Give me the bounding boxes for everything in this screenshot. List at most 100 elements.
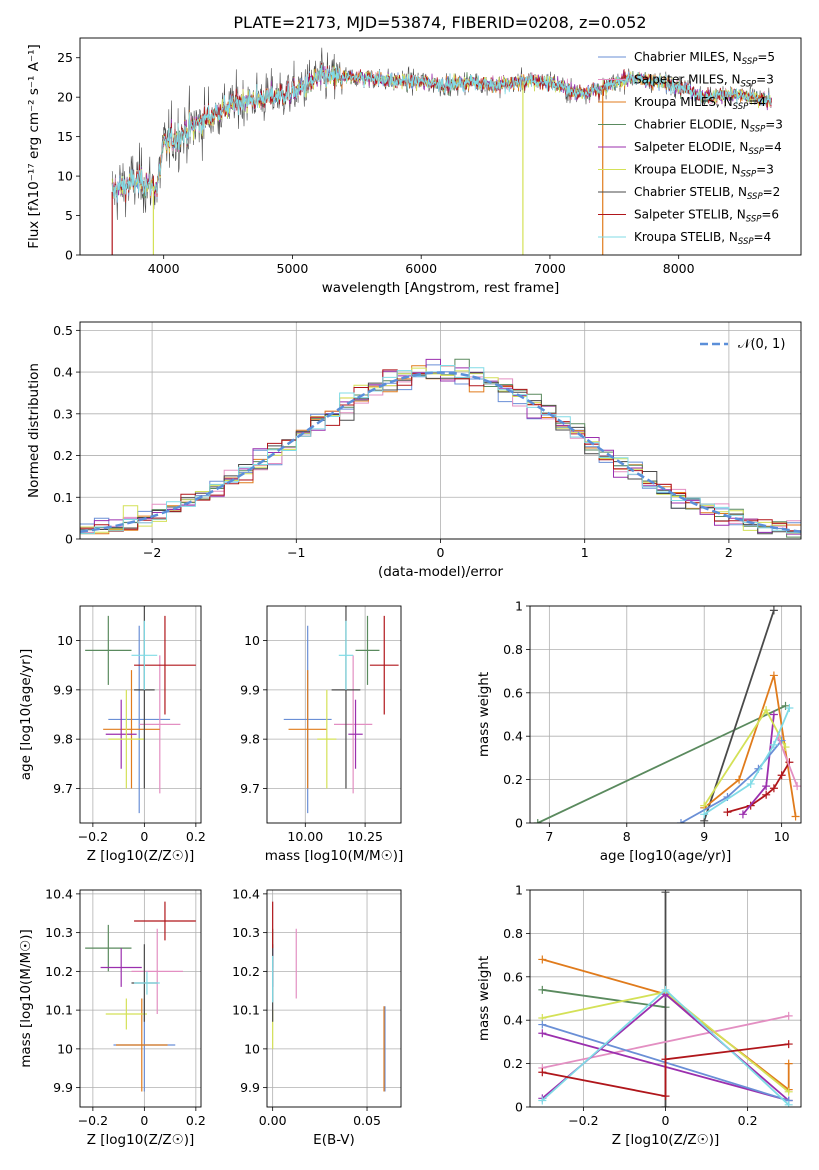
y-tick-label: 0.4	[503, 729, 523, 744]
mass-weight-line	[542, 1043, 789, 1098]
mass-weight-marker	[769, 710, 778, 719]
mass-weight-marker	[661, 1092, 670, 1101]
y-tick-label: 10.2	[232, 964, 260, 979]
axes-frame	[79, 605, 202, 824]
axes-mass_vs_ebv: 0.00 0.05 9.9 10 10.1 10.2 10.3 10.4 E(B-V)	[232, 886, 402, 1148]
mass-weight-marker	[777, 771, 786, 780]
x-tick-label: 4000	[148, 261, 180, 276]
mass-weight-marker	[791, 812, 800, 821]
mass-weight-marker	[738, 810, 747, 819]
mass-weight-marker	[793, 782, 801, 791]
y-tick-label: 10	[57, 1041, 73, 1056]
mass-weight-marker	[784, 1087, 793, 1096]
mass-weight-marker	[769, 784, 778, 793]
x-tick-label: −1	[287, 545, 305, 560]
plot-area-age_vs_mass	[283, 606, 399, 814]
figure-title: PLATE=2173, MJD=53874, FIBERID=0208, z=0…	[233, 13, 646, 32]
legend-label: Chabrier ELODIE, NSSP=3	[634, 118, 783, 135]
residual-histogram	[80, 372, 801, 535]
y-tick-label: 0	[515, 816, 523, 831]
residual-histogram	[80, 365, 801, 535]
mass-weight-marker	[538, 985, 547, 994]
y-tick-label: 0.2	[503, 772, 523, 787]
spectrum-legend: Chabrier MILES, NSSP=5 Salpeter MILES, NS…	[598, 50, 783, 247]
mass-weight-marker	[661, 1055, 670, 1064]
mass-weight-marker	[538, 955, 547, 964]
x-tick-label: 7000	[534, 261, 566, 276]
plot-area-mass_vs_z	[85, 901, 196, 1092]
legend-label: Kroupa STELIB, NSSP=4	[634, 230, 771, 247]
x-axis-label: Z [log10(Z/Z☉)]	[87, 848, 195, 864]
y-tick-label: 10.1	[232, 1003, 260, 1018]
plot-area-mass_vs_ebv	[272, 901, 386, 1092]
legend-label: Kroupa MILES, NSSP=4	[634, 95, 766, 112]
mass-weight-marker	[762, 706, 771, 715]
y-tick-label: 10	[57, 633, 73, 648]
y-tick-label: 1	[515, 599, 523, 614]
mass-weight-marker	[676, 819, 685, 823]
legend-label: Salpeter STELIB, NSSP=6	[634, 208, 779, 225]
y-tick-label: 0.6	[503, 969, 523, 984]
x-tick-label: 1	[581, 545, 589, 560]
y-axis-label: mass [log10(M/M☉)]	[18, 929, 34, 1068]
x-tick-label: 0.05	[353, 1113, 381, 1128]
mass-weight-line	[703, 610, 775, 822]
plot-area-age_vs_z	[85, 606, 196, 814]
y-tick-label: 10.2	[45, 964, 73, 979]
mass-weight-marker	[769, 740, 778, 749]
mass-weight-marker	[538, 1029, 547, 1038]
mass-weight-marker	[538, 1068, 547, 1077]
x-tick-label: −0.2	[78, 1113, 108, 1128]
x-tick-label: 10.00	[287, 829, 323, 844]
legend-label: Chabrier MILES, NSSP=5	[634, 50, 775, 67]
mass-weight-marker	[762, 790, 771, 799]
mass-weight-marker	[661, 1103, 670, 1107]
x-axis-label: Z [log10(Z/Z☉)]	[87, 1132, 195, 1148]
axes-mass_weight_vs_age: 7 8 9 10 0 0.2 0.4 0.6 0.8 1 age [log10(age/yr)] ma…	[476, 599, 802, 864]
x-tick-label: −0.2	[568, 1113, 598, 1128]
y-tick-label: 0	[515, 1100, 523, 1115]
y-tick-label: 10	[244, 633, 260, 648]
y-tick-label: 9.7	[53, 781, 73, 796]
mass-weight-line	[542, 1015, 789, 1069]
legend-label: 𝒩(0, 1)	[738, 337, 785, 352]
legend-label: Kroupa ELODIE, NSSP=3	[634, 163, 774, 180]
x-axis-label: mass [log10(M/M☉)]	[265, 848, 404, 864]
x-tick-label: 0.2	[738, 1113, 758, 1128]
mass-weight-line	[680, 739, 783, 823]
x-axis-label: (data-model)/error	[378, 564, 504, 580]
x-tick-label: 2	[725, 545, 733, 560]
panels: 4000 5000 6000 7000 80000510152025wavelength…	[18, 37, 802, 1148]
y-axis-label: age [log10(age/yr)]	[18, 649, 34, 781]
y-tick-label: 0.6	[503, 685, 523, 700]
plot-area-residuals	[80, 358, 801, 538]
axes-frame	[266, 605, 402, 824]
y-tick-label: 9.9	[53, 1080, 73, 1095]
x-tick-label: 0.00	[259, 1113, 287, 1128]
y-tick-label: 15	[57, 129, 73, 144]
x-tick-label: 5000	[277, 261, 309, 276]
mass-weight-marker	[769, 671, 778, 680]
x-tick-label: 6000	[405, 261, 437, 276]
x-tick-label: 8	[623, 829, 631, 844]
mass-weight-marker	[785, 703, 794, 712]
y-tick-label: 0.4	[53, 365, 73, 380]
x-tick-label: 8000	[663, 261, 695, 276]
mass-weight-marker	[533, 819, 542, 823]
y-tick-label: 0.8	[503, 926, 523, 941]
x-tick-label: 10.25	[347, 829, 383, 844]
residual-histogram	[80, 367, 801, 534]
mass-weight-marker	[538, 1020, 547, 1029]
axes-frame	[266, 889, 402, 1108]
plot-area-mass_weight_vs_age	[533, 606, 801, 823]
mass-weight-marker	[700, 810, 709, 819]
mass-weight-line	[542, 988, 666, 1009]
y-tick-label: 20	[57, 90, 73, 105]
y-tick-label: 10	[244, 1041, 260, 1056]
y-tick-label: 10.3	[232, 925, 260, 940]
plot-area-mass_weight_vs_z	[538, 890, 793, 1107]
x-tick-label: 0.2	[186, 829, 206, 844]
mass-weight-marker	[661, 985, 670, 994]
x-tick-label: 0	[140, 829, 148, 844]
